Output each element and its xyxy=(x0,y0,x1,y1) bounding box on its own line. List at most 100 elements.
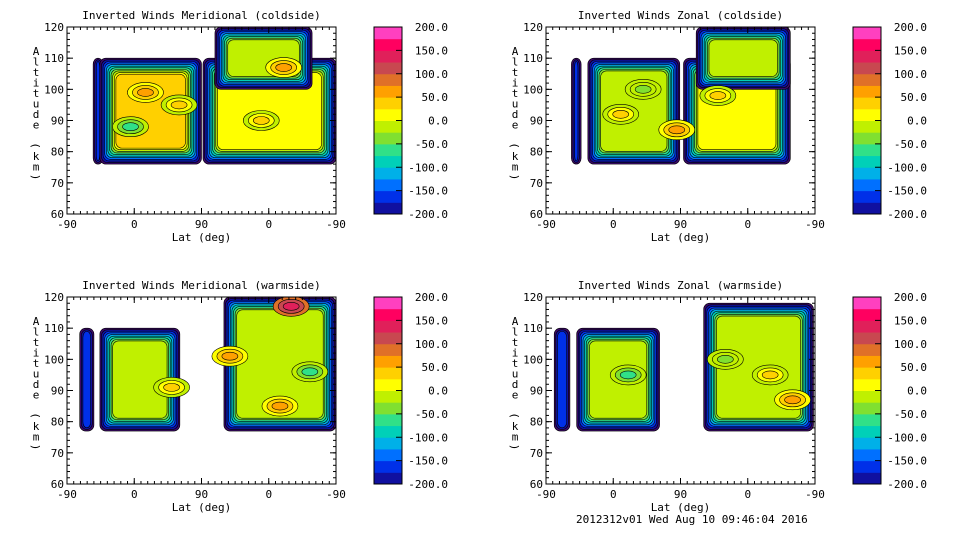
colorbar-label: -50.0 xyxy=(415,408,448,421)
colorbar-label: -200.0 xyxy=(408,478,448,491)
x-tick-label: -90 xyxy=(326,218,346,231)
colorbar-band xyxy=(374,390,402,403)
colorbar-band xyxy=(853,413,881,427)
contour-hotspot xyxy=(163,383,180,392)
x-tick-label: 0 xyxy=(131,488,138,501)
colorbar-band xyxy=(374,413,402,427)
colorbar-band xyxy=(374,155,402,168)
svg-text:t: t xyxy=(33,87,40,100)
contour-hotspot xyxy=(252,116,270,125)
colorbar-band xyxy=(374,425,402,438)
colorbar: 200.0 150.0 100.0 50.0 0.0 -50.0 -100.0 -150.0 -… xyxy=(852,21,928,221)
contour-hotspot xyxy=(784,395,801,405)
colorbar-label: -150.0 xyxy=(408,455,448,468)
svg-text:d: d xyxy=(33,108,40,121)
colorbar-label: 0.0 xyxy=(907,385,927,398)
x-axis-label: Lat (deg) xyxy=(172,231,232,244)
y-tick-label: 100 xyxy=(523,353,543,366)
contour-hotspot xyxy=(282,302,300,311)
contour-hotspot xyxy=(170,100,188,110)
x-tick-label: -90 xyxy=(805,488,825,501)
colorbar-band xyxy=(853,108,881,121)
colorbar-label: 150.0 xyxy=(415,44,448,57)
svg-text:m: m xyxy=(33,161,40,174)
svg-text:d: d xyxy=(512,108,519,121)
x-tick-label: 90 xyxy=(195,488,208,501)
colorbar-band xyxy=(853,73,881,86)
colorbar-label: 50.0 xyxy=(901,361,928,374)
contour-hotspot xyxy=(612,109,630,119)
colorbar-band xyxy=(853,167,881,180)
colorbar-band xyxy=(374,85,402,98)
colorbar-band xyxy=(374,178,402,192)
colorbar-band xyxy=(853,97,881,110)
colorbar-band xyxy=(853,38,881,51)
svg-text:(: ( xyxy=(29,412,42,419)
colorbar-band xyxy=(374,355,402,368)
svg-text:(: ( xyxy=(508,142,521,149)
svg-text:u: u xyxy=(512,98,519,111)
colorbar-label: 50.0 xyxy=(901,91,928,104)
y-tick-label: 110 xyxy=(523,52,543,65)
x-tick-label: 0 xyxy=(610,488,617,501)
svg-text:t: t xyxy=(33,66,40,79)
svg-text:e: e xyxy=(33,119,40,132)
x-tick-label: 90 xyxy=(674,488,687,501)
colorbar-band xyxy=(374,108,402,121)
panel-title: Inverted Winds Zonal (warmside) xyxy=(578,279,783,292)
colorbar-label: -50.0 xyxy=(415,138,448,151)
colorbar-band xyxy=(374,73,402,86)
contour-hotspot xyxy=(717,355,734,364)
contour-level xyxy=(557,331,568,429)
x-tick-label: -90 xyxy=(536,488,556,501)
colorbar-label: 150.0 xyxy=(415,314,448,327)
x-axis-label: Lat (deg) xyxy=(651,231,711,244)
x-tick-label: 0 xyxy=(744,218,751,231)
colorbar-band xyxy=(853,367,881,380)
svg-text:i: i xyxy=(512,77,519,90)
colorbar-label: 100.0 xyxy=(894,68,927,81)
colorbar-band xyxy=(853,425,881,438)
contour-hotspot xyxy=(221,351,239,361)
colorbar-band xyxy=(853,132,881,145)
x-axis-label: Lat (deg) xyxy=(651,501,711,514)
colorbar-label: -150.0 xyxy=(887,455,927,468)
svg-text:(: ( xyxy=(508,412,521,419)
panel-title: Inverted Winds Zonal (coldside) xyxy=(578,9,783,22)
contour-hotspot xyxy=(634,85,652,94)
colorbar-band xyxy=(853,190,881,203)
colorbar: 200.0 150.0 100.0 50.0 0.0 -50.0 -100.0 -150.0 -… xyxy=(373,21,448,221)
y-tick-label: 90 xyxy=(51,115,64,128)
colorbar-band xyxy=(374,62,402,75)
colorbar: 200.0 150.0 100.0 50.0 0.0 -50.0 -100.0 -150.0 -… xyxy=(852,291,928,491)
svg-text:m: m xyxy=(512,431,519,444)
svg-text:A: A xyxy=(512,45,519,58)
colorbar-label: 50.0 xyxy=(422,361,449,374)
contour-hotspot xyxy=(275,63,292,72)
y-tick-label: 110 xyxy=(44,52,64,65)
colorbar-band xyxy=(374,167,402,180)
colorbar-label: -50.0 xyxy=(894,138,927,151)
colorbar-band xyxy=(853,155,881,168)
contour-hotspot xyxy=(122,122,139,132)
svg-text:u: u xyxy=(33,368,40,381)
colorbar-band xyxy=(374,297,402,310)
colorbar-band xyxy=(853,437,881,450)
contour-hotspot xyxy=(137,88,154,97)
colorbar-band xyxy=(853,120,881,133)
colorbar-label: 0.0 xyxy=(907,115,927,128)
colorbar-band xyxy=(853,50,881,63)
colorbar-label: 200.0 xyxy=(894,21,927,34)
colorbar-band xyxy=(853,448,881,462)
colorbar-band xyxy=(374,448,402,462)
svg-text:i: i xyxy=(512,347,519,360)
svg-text:): ) xyxy=(29,444,42,451)
colorbar-band xyxy=(374,378,402,391)
y-tick-label: 120 xyxy=(523,291,543,304)
